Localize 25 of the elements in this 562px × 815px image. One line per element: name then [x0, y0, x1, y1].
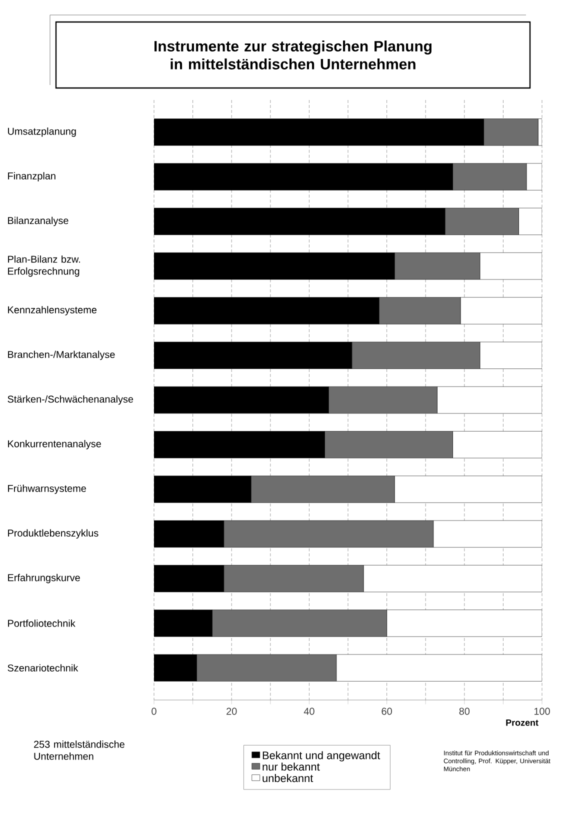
- x-axis-title: Prozent: [506, 720, 538, 726]
- y-tick-label: Branchen-/Marktanalyse: [8, 350, 115, 360]
- text: 253 mittelständische Unternehmen: [34, 740, 124, 760]
- x-tick-label: 80: [459, 708, 470, 715]
- x-tick-label: 20: [226, 708, 237, 715]
- y-tick-label: Produktlebenszyklus: [8, 529, 98, 539]
- x-tick-label: 100: [534, 708, 550, 715]
- y-tick-label: Konkurrentenanalyse: [8, 440, 101, 450]
- x-tick-label: 60: [382, 708, 392, 715]
- x-tick-label: 40: [304, 708, 314, 715]
- y-tick-label: Finanzplan: [8, 172, 56, 182]
- y-tick-label: Plan-Bilanz bzw. Erfolgsrechnung: [8, 255, 80, 277]
- x-tick-label: 0: [152, 708, 156, 715]
- legend-label: nur bekannt: [262, 762, 320, 771]
- chart-title: Instrumente zur strategischen Planung in mittelständischen Unternehmen: [154, 40, 432, 70]
- y-tick-label: Stärken-/Schwächenanalyse: [8, 395, 134, 405]
- y-tick-label: Umsatzplanung: [8, 128, 76, 137]
- y-tick-label: Szenariotechnik: [8, 664, 78, 672]
- y-tick-label: Bilanzanalyse: [8, 216, 68, 226]
- legend-label: unbekannt: [262, 774, 314, 782]
- legend-label: Bekannt und angewandt: [262, 751, 380, 762]
- y-tick-label: Portfoliotechnik: [8, 620, 76, 627]
- y-tick-label: Erfahrungskurve: [8, 574, 80, 584]
- y-tick-label: Frühwarnsysteme: [8, 484, 86, 494]
- y-tick-label: Kennzahlensysteme: [8, 306, 97, 316]
